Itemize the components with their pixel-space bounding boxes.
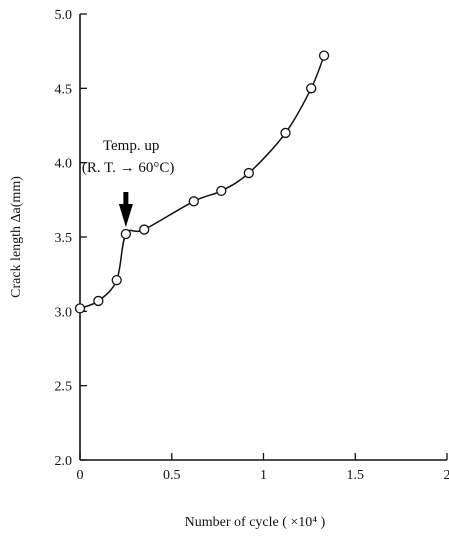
data-point	[318, 50, 330, 61]
data-point	[74, 303, 86, 314]
annotation-layer: Temp. up (R. T. → 60°C)	[82, 138, 175, 228]
x-axis-label: Number of cycle ( ×10⁴ )	[185, 515, 326, 530]
series-layer	[74, 50, 330, 314]
y-tick-label: 3.0	[55, 305, 73, 320]
data-point	[120, 228, 132, 240]
data-point	[280, 127, 291, 139]
data-point	[188, 196, 199, 207]
ticks: 5.0 4.5 4.0 3.5 3.0 2.5 2.0 0 0.5 1 1.5 2	[55, 8, 449, 483]
y-axis-label: Crack length Δa(mm)	[9, 176, 24, 298]
annotation-line2: (R. T. → 60°C)	[82, 160, 175, 176]
x-tick-label: 1.5	[347, 468, 365, 483]
y-tick-label: 2.0	[55, 454, 73, 469]
annotation-arrow-head	[118, 204, 133, 228]
x-tick-label: 2	[444, 468, 449, 483]
annotation-line1: Temp. up	[103, 138, 159, 154]
x-tick-label: 0	[77, 468, 84, 483]
y-tick-label: 4.0	[55, 157, 73, 172]
data-point	[243, 167, 254, 179]
x-tick-label: 1	[260, 468, 267, 483]
data-point	[216, 185, 227, 197]
y-tick-label: 3.5	[55, 231, 73, 246]
axes	[79, 14, 447, 461]
y-tick-label: 4.5	[55, 82, 73, 97]
y-tick-label: 5.0	[55, 8, 73, 23]
series-line	[79, 55, 325, 310]
data-point	[306, 83, 317, 94]
data-point	[111, 274, 122, 286]
y-tick-label: 2.5	[55, 380, 73, 395]
data-point	[93, 295, 104, 307]
data-point	[139, 224, 150, 235]
x-tick-label: 0.5	[163, 468, 181, 483]
